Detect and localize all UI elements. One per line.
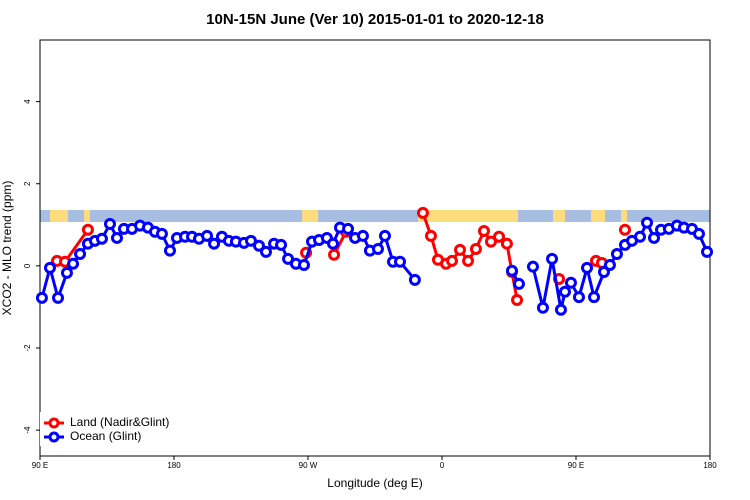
point	[558, 285, 571, 298]
land-patch	[591, 210, 605, 222]
point	[328, 248, 341, 261]
point	[424, 229, 437, 242]
point	[163, 244, 176, 257]
point	[208, 237, 221, 250]
x-tick-label: 180	[167, 461, 181, 470]
land-mask-band	[40, 210, 710, 222]
point	[701, 245, 714, 258]
legend-marker	[48, 431, 60, 443]
point	[74, 247, 87, 260]
x-tick-label: 90 W	[299, 461, 318, 470]
legend-label: Land (Nadir&Glint)	[70, 415, 169, 429]
point	[95, 232, 108, 245]
land-patch	[302, 210, 318, 222]
point	[469, 243, 482, 256]
legend-box	[40, 412, 185, 446]
land-patch	[621, 210, 627, 222]
point	[648, 231, 661, 244]
point	[327, 237, 340, 250]
point	[110, 231, 123, 244]
point	[52, 291, 65, 304]
point	[597, 266, 610, 279]
point	[526, 260, 539, 273]
point	[554, 303, 567, 316]
point	[536, 301, 549, 314]
point	[546, 252, 559, 265]
point	[371, 243, 384, 256]
point	[155, 227, 168, 240]
point	[35, 291, 48, 304]
point	[408, 273, 421, 286]
y-tick-label: 4	[23, 99, 32, 104]
point	[511, 293, 524, 306]
point	[618, 223, 631, 236]
point	[484, 235, 497, 248]
point	[103, 217, 116, 230]
point	[505, 264, 518, 277]
point	[356, 229, 369, 242]
legend-label: Ocean (Glint)	[70, 429, 141, 443]
point	[342, 222, 355, 235]
land-patches	[50, 210, 627, 222]
legend-marker	[48, 417, 60, 429]
point	[275, 238, 288, 251]
point	[610, 247, 623, 260]
point	[512, 277, 525, 290]
point	[244, 234, 257, 247]
point	[493, 230, 506, 243]
point	[572, 291, 585, 304]
y-tick-label: 2	[23, 181, 32, 186]
point	[81, 223, 94, 236]
point	[60, 266, 73, 279]
point	[564, 276, 577, 289]
point	[445, 254, 458, 267]
point	[500, 237, 513, 250]
point	[692, 227, 705, 240]
point	[394, 255, 407, 268]
chart-title: 10N-15N June (Ver 10) 2015-01-01 to 2020…	[206, 11, 544, 28]
x-tick-label: 0	[440, 461, 445, 470]
point	[634, 230, 647, 243]
land-patch	[84, 210, 90, 222]
point	[378, 229, 391, 242]
point	[581, 261, 594, 274]
point	[462, 254, 475, 267]
y-tick-label: 0	[23, 263, 32, 268]
point	[43, 261, 56, 274]
point	[477, 224, 490, 237]
point	[253, 239, 266, 252]
y-tick-label: -4	[23, 426, 32, 434]
point	[641, 216, 654, 229]
x-tick-label: 180	[703, 461, 717, 470]
point	[297, 259, 310, 272]
land-patch	[553, 210, 565, 222]
point	[416, 206, 429, 219]
point	[603, 259, 616, 272]
x-axis-label: Longitude (deg E)	[327, 476, 422, 490]
point	[454, 243, 467, 256]
point	[260, 245, 273, 258]
land-patch	[50, 210, 68, 222]
point	[67, 257, 80, 270]
point	[201, 229, 214, 242]
point	[588, 291, 601, 304]
y-axis-label: XCO2 - MLO trend (ppm)	[0, 181, 14, 316]
y-tick-label: -2	[23, 344, 32, 352]
x-tick-label: 90 E	[32, 461, 48, 470]
x-tick-label: 90 E	[568, 461, 584, 470]
land-patch	[418, 210, 518, 222]
